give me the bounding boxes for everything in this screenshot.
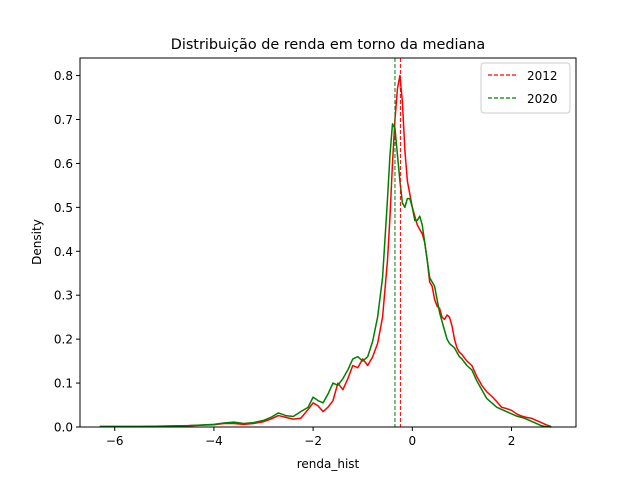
median-lines — [394, 58, 401, 427]
y-tick-label: 0.8 — [54, 69, 73, 83]
y-tick-label: 0.3 — [54, 289, 73, 303]
x-tick-label: −4 — [205, 434, 223, 448]
y-tick-label: 0.4 — [54, 245, 73, 259]
y-tick-label: 0.2 — [54, 333, 73, 347]
y-tick-label: 0.5 — [54, 201, 73, 215]
legend-label-2012: 2012 — [527, 69, 558, 83]
x-axis-ticks: −6 −4 −2 0 2 — [106, 427, 515, 448]
y-axis-ticks: 0.0 0.1 0.2 0.3 0.4 0.5 0.6 0.7 0.8 — [54, 69, 80, 435]
y-tick-label: 0.7 — [54, 113, 73, 127]
x-tick-label: −6 — [106, 434, 124, 448]
legend: 2012 2020 — [480, 62, 571, 114]
series-layer — [99, 74, 552, 428]
y-axis-label: Density — [30, 219, 44, 265]
plot-frame — [79, 57, 577, 428]
y-tick-label: 0.1 — [54, 377, 73, 391]
x-axis-label: renda_hist — [297, 457, 360, 471]
x-tick-label: 2 — [508, 434, 516, 448]
chart-title: Distribuição de renda em torno da median… — [171, 37, 486, 53]
y-tick-label: 0.6 — [54, 157, 73, 171]
legend-label-2020: 2020 — [527, 92, 558, 106]
y-tick-label: 0.0 — [54, 421, 73, 435]
x-tick-label: 0 — [408, 434, 416, 448]
series-line-2012 — [99, 74, 552, 428]
x-tick-label: −2 — [304, 434, 322, 448]
series-line-2020 — [99, 123, 552, 428]
